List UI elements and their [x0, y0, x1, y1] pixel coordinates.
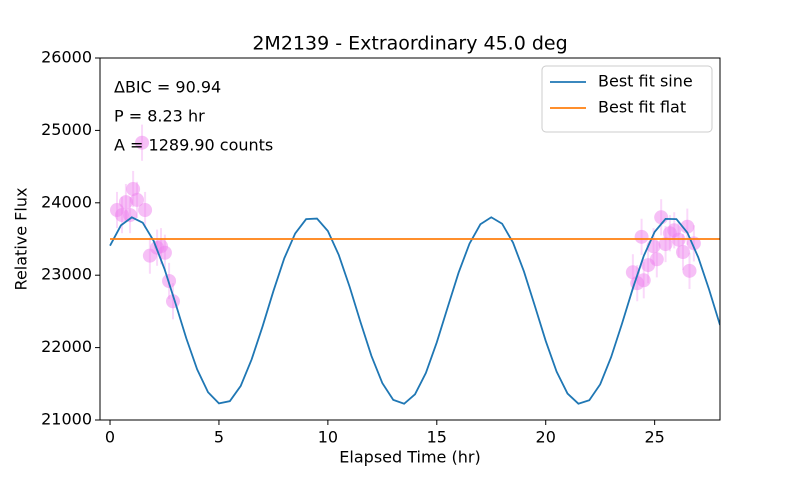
legend-label: Best fit sine	[598, 72, 693, 91]
data-point	[682, 263, 697, 278]
data-point	[649, 252, 664, 267]
data-point	[135, 135, 150, 150]
data-point	[130, 192, 145, 207]
y-tick-label: 22000	[41, 337, 92, 356]
x-tick-label: 5	[214, 428, 224, 447]
x-axis-label: Elapsed Time (hr)	[339, 448, 480, 467]
data-point	[675, 245, 690, 260]
y-axis-label: Relative Flux	[12, 188, 31, 291]
data-point	[126, 182, 141, 197]
data-point	[157, 245, 172, 260]
x-tick-label: 20	[536, 428, 556, 447]
data-point	[636, 273, 651, 288]
y-tick-label: 21000	[41, 410, 92, 429]
data-point	[680, 219, 695, 234]
x-tick-label: 25	[644, 428, 664, 447]
annotation: ΔBIC = 90.94	[114, 78, 221, 97]
x-tick-label: 10	[318, 428, 338, 447]
fit-line	[109, 216, 720, 405]
data-point	[658, 237, 673, 252]
y-tick-label: 23000	[41, 265, 92, 284]
annotation: A = 1289.90 counts	[114, 136, 273, 155]
x-tick-label: 15	[427, 428, 447, 447]
data-point	[118, 195, 133, 210]
legend-label: Best fit flat	[598, 98, 686, 117]
data-point	[654, 210, 669, 225]
x-tick-label: 0	[105, 428, 115, 447]
plot-area	[109, 124, 720, 405]
axes-frame	[99, 57, 721, 421]
y-tick-label: 26000	[41, 48, 92, 67]
data-point	[634, 229, 649, 244]
annotation: P = 8.23 hr	[114, 107, 205, 126]
data-point	[138, 203, 153, 218]
data-point	[123, 208, 138, 223]
chart-title: 2M2139 - Extraordinary 45.0 deg	[252, 33, 567, 55]
y-tick-label: 25000	[41, 120, 92, 139]
y-tick-label: 24000	[41, 192, 92, 211]
